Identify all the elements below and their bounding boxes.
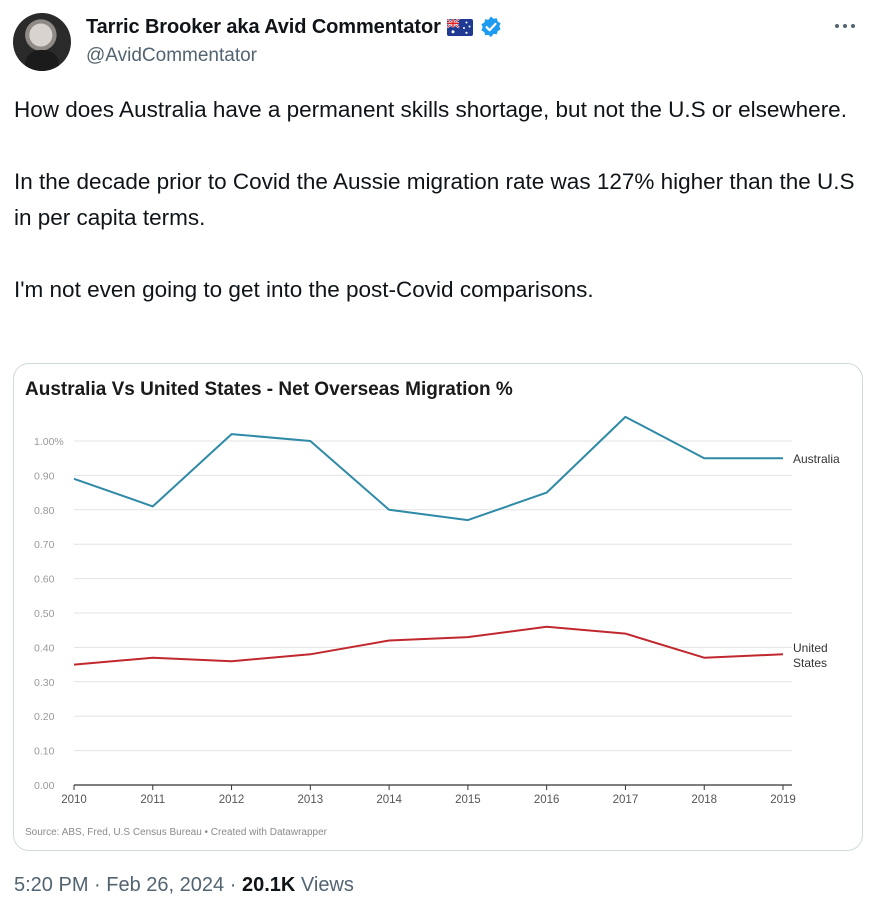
y-tick-label: 0.20: [34, 711, 55, 723]
x-tick-label: 2013: [298, 794, 324, 806]
y-tick-label: 0.10: [34, 746, 55, 758]
meta-separator: ·: [94, 874, 101, 896]
tweet-meta: 5:20 PM · Feb 26, 2024 · 20.1K Views: [14, 874, 354, 897]
tweet-text: How does Australia have a permanent skil…: [14, 92, 859, 308]
chart-image[interactable]: Australia Vs United States - Net Oversea…: [13, 363, 863, 851]
more-icon: [835, 24, 855, 28]
x-tick-label: 2014: [376, 794, 402, 806]
chart-source: Source: ABS, Fred, U.S Census Bureau • C…: [25, 827, 328, 838]
tweet-time[interactable]: 5:20 PM: [14, 874, 89, 896]
x-tick-label: 2015: [455, 794, 481, 806]
y-tick-label: 0.50: [34, 608, 55, 620]
chart-title: Australia Vs United States - Net Oversea…: [25, 379, 513, 400]
y-tick-label: 0.70: [34, 539, 55, 551]
tweet-date[interactable]: Feb 26, 2024: [106, 874, 225, 896]
y-tick-label: 0.30: [34, 677, 55, 689]
author-handle[interactable]: @AvidCommentator: [86, 45, 257, 66]
y-tick-label: 0.00: [34, 780, 55, 792]
author-display-name[interactable]: Tarric Brooker aka Avid Commentator: [86, 15, 441, 38]
tweet-paragraph: In the decade prior to Covid the Aussie …: [14, 169, 855, 230]
x-tick-label: 2017: [613, 794, 639, 806]
author-name-row: Tarric Brooker aka Avid Commentator: [86, 14, 503, 40]
y-tick-label: 1.00%: [34, 436, 64, 448]
x-tick-label: 2019: [770, 794, 796, 806]
series-label: States: [793, 656, 827, 670]
y-tick-label: 0.40: [34, 642, 55, 654]
views-count: 20.1K: [241, 874, 296, 896]
views-label: Views: [300, 874, 354, 896]
author-avatar[interactable]: [13, 13, 71, 71]
more-options-button[interactable]: [831, 12, 859, 40]
y-tick-label: 0.60: [34, 574, 55, 586]
series-line-united-states: [73, 625, 784, 666]
x-tick-label: 2012: [219, 794, 245, 806]
tweet-paragraph: I'm not even going to get into the post-…: [14, 277, 594, 302]
x-tick-label: 2016: [534, 794, 560, 806]
y-tick-label: 0.90: [34, 470, 55, 482]
meta-separator: ·: [229, 874, 237, 896]
verified-badge-icon[interactable]: [479, 15, 503, 39]
series-line-australia: [73, 415, 783, 522]
x-tick-label: 2018: [691, 794, 717, 806]
x-tick-label: 2010: [61, 794, 87, 806]
series-label: Australia: [793, 452, 840, 466]
series-label: United: [793, 641, 828, 655]
line-chart: Australia Vs United States - Net Oversea…: [25, 379, 840, 838]
x-tick-label: 2011: [140, 794, 165, 806]
y-tick-label: 0.80: [34, 505, 55, 517]
tweet-paragraph: How does Australia have a permanent skil…: [14, 97, 847, 122]
australia-flag-icon: [446, 18, 473, 36]
